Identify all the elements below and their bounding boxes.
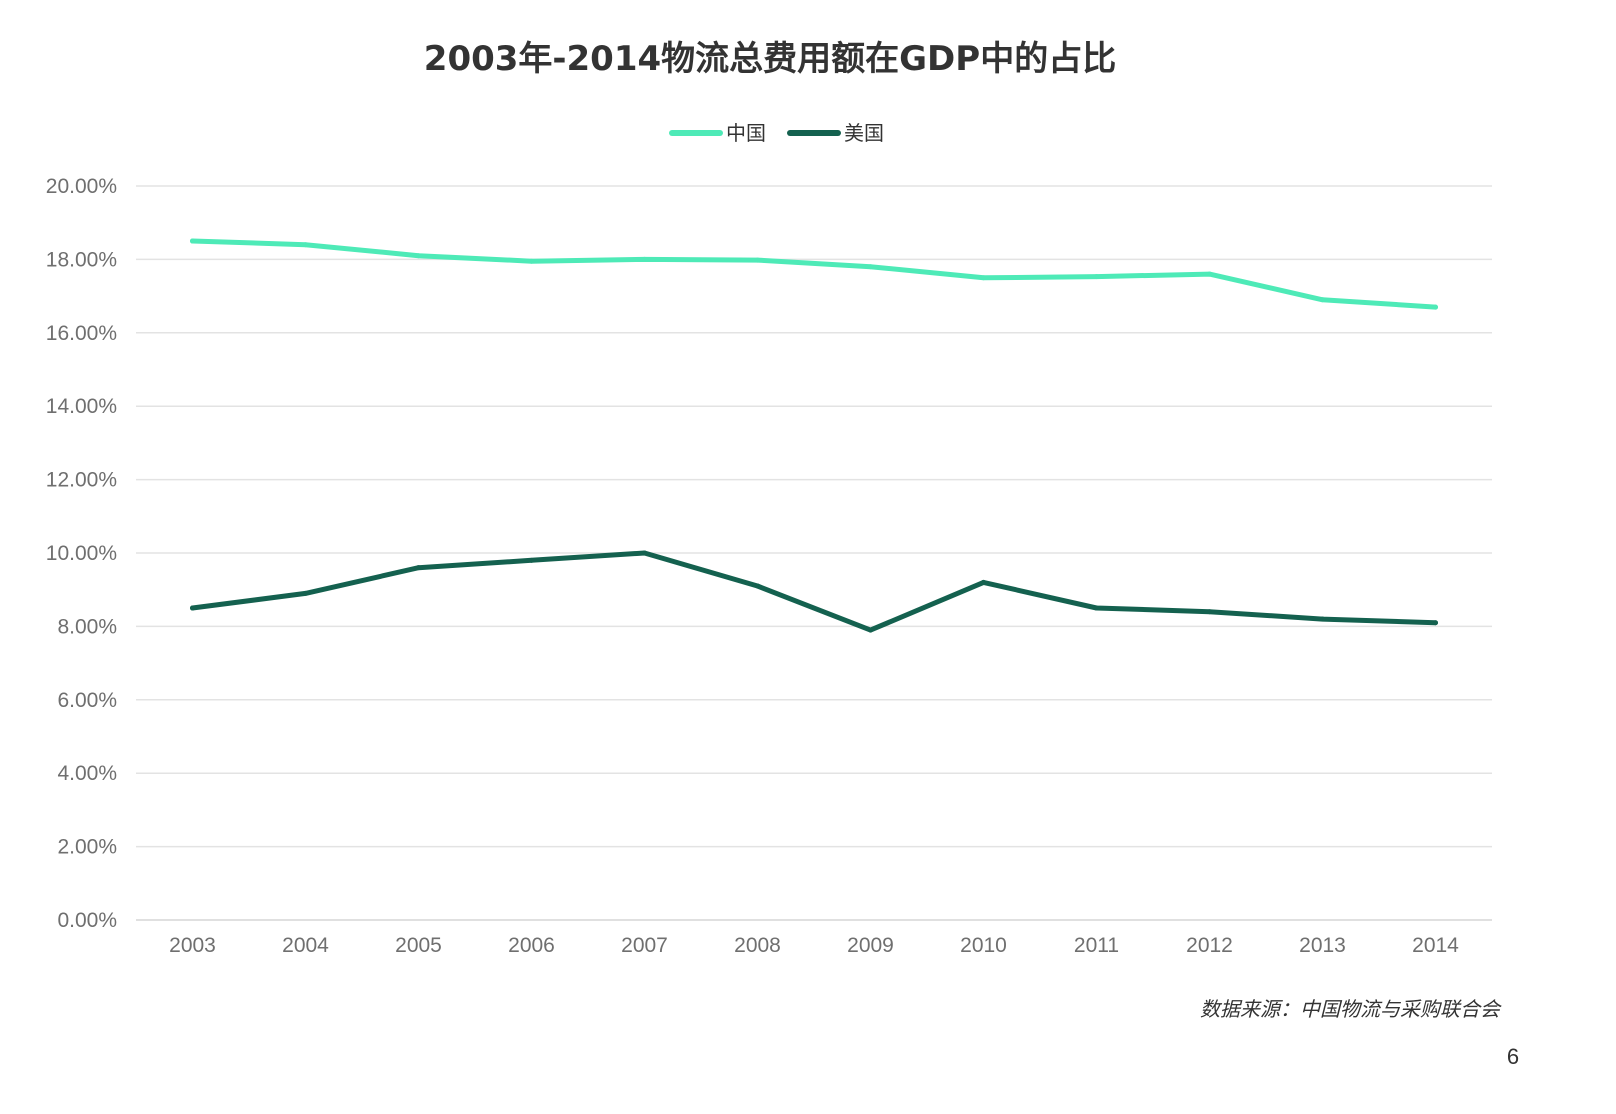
source-note: 数据来源：中国物流与采购联合会 [1200, 997, 1502, 1021]
y-tick-label: 18.00% [46, 248, 117, 271]
x-tick-label: 2009 [847, 934, 894, 957]
y-tick-label: 2.00% [57, 836, 117, 859]
y-tick-label: 14.00% [46, 395, 117, 418]
data-point [642, 256, 647, 262]
x-axis: 2003 2004 2005 2006 2007 2008 2009 2010 2011 2012… [169, 934, 1459, 957]
data-point [303, 590, 308, 596]
y-tick-label: 8.00% [57, 615, 117, 638]
data-point [755, 257, 760, 263]
x-tick-label: 2006 [508, 934, 555, 957]
data-point [868, 264, 873, 270]
data-point [1320, 297, 1325, 303]
data-point [529, 258, 534, 264]
data-point [1433, 620, 1438, 626]
data-point [416, 565, 421, 571]
data-point [303, 242, 308, 248]
x-tick-label: 2012 [1186, 934, 1233, 957]
y-tick-label: 12.00% [46, 469, 117, 492]
y-tick-label: 4.00% [57, 762, 117, 785]
y-tick-label: 20.00% [46, 175, 117, 198]
data-point [1094, 605, 1099, 611]
data-point [755, 583, 760, 589]
data-point [642, 550, 647, 556]
series-lines [190, 238, 1438, 633]
y-tick-label: 16.00% [46, 322, 117, 345]
data-point [1207, 271, 1212, 277]
grid-lines [136, 185, 1492, 921]
data-point [981, 275, 986, 281]
x-tick-label: 2008 [734, 934, 781, 957]
x-tick-label: 2011 [1074, 934, 1119, 957]
x-tick-label: 2010 [960, 934, 1007, 957]
y-axis: 0.00% 2.00% 4.00% 6.00% 8.00% 10.00% 12.00% 14.… [46, 175, 117, 932]
x-tick-label: 2005 [395, 934, 442, 957]
x-tick-label: 2003 [169, 934, 216, 957]
data-point [1320, 616, 1325, 622]
series-line-0 [190, 238, 1438, 310]
chart-title: 2003年-2014物流总费用额在GDP中的占比 [424, 39, 1116, 79]
x-tick-label: 2007 [621, 934, 668, 957]
page-number: 6 [1507, 1044, 1519, 1069]
data-point [1094, 274, 1099, 280]
y-tick-label: 0.00% [57, 909, 117, 932]
x-tick-label: 2013 [1299, 934, 1346, 957]
legend-label: 美国 [844, 121, 884, 145]
data-point [416, 253, 421, 259]
y-tick-label: 6.00% [57, 689, 117, 712]
data-point [868, 627, 873, 633]
data-point [529, 557, 534, 563]
series-line-1 [190, 550, 1438, 633]
data-point [981, 579, 986, 585]
data-point [1207, 609, 1212, 615]
x-tick-label: 2004 [282, 934, 329, 957]
data-point [190, 238, 195, 244]
legend: 中国 美国 [669, 121, 884, 145]
data-point [1433, 304, 1438, 310]
data-point [190, 605, 195, 611]
x-tick-label: 2014 [1412, 934, 1459, 957]
y-tick-label: 10.00% [46, 542, 117, 565]
legend-label: 中国 [726, 121, 766, 145]
